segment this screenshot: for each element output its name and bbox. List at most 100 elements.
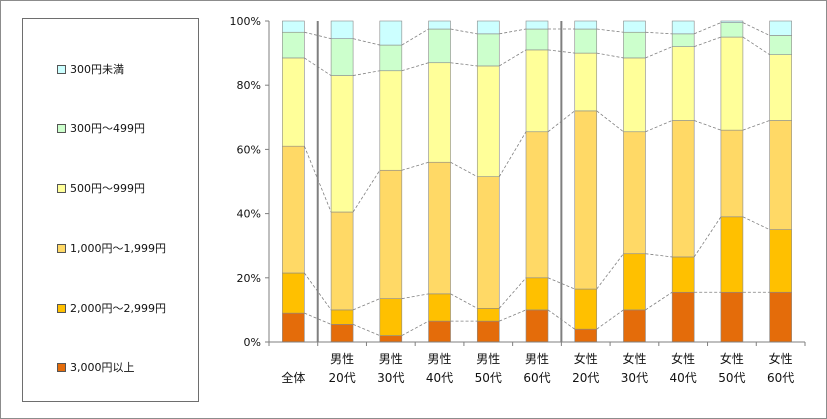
bar-segment <box>769 20 792 36</box>
bar-segment <box>769 54 792 121</box>
bar-segment <box>428 20 451 30</box>
legend-item-under-300: 300円未満 <box>57 61 124 77</box>
bar-segment <box>720 20 744 23</box>
bar-segment <box>574 288 598 330</box>
connector-line <box>645 31 673 35</box>
connector-line <box>450 62 478 67</box>
bar-segment <box>282 145 305 274</box>
bar-segment <box>769 291 792 343</box>
connector-line <box>645 253 673 258</box>
connector-line <box>498 131 527 177</box>
connector-line <box>401 28 429 46</box>
x-tick-label: 男性 50代 <box>475 352 502 385</box>
legend-label: 300円～499円 <box>70 122 145 135</box>
connector-line <box>645 46 673 59</box>
legend-label: 300円未満 <box>70 63 124 76</box>
connector-line <box>596 309 624 330</box>
connector-line <box>401 320 429 336</box>
connector-line <box>742 22 770 36</box>
bar-segment <box>525 131 549 279</box>
bar-segment <box>525 28 549 51</box>
connector-line <box>401 62 429 72</box>
bar-segment <box>769 120 792 230</box>
bar-segment <box>379 298 403 336</box>
y-tick-label: 40% <box>237 208 261 221</box>
bar-segment <box>476 20 500 35</box>
x-tick-label: 女性 20代 <box>572 351 599 385</box>
connector-line <box>499 49 527 67</box>
connector-line <box>742 216 770 231</box>
legend-label: 2,000円～2,999円 <box>70 302 166 315</box>
legend-swatch <box>57 183 66 193</box>
legend-label: 500円～999円 <box>70 182 145 195</box>
axes <box>268 21 806 346</box>
bar-segment <box>476 33 500 67</box>
legend-swatch <box>57 123 66 133</box>
bar-segment <box>330 20 354 39</box>
x-tick-label: 女性 30代 <box>621 351 648 385</box>
bar-segment <box>623 253 646 311</box>
bar-segment <box>574 110 598 290</box>
y-tick-label: 0% <box>244 336 261 349</box>
bar-segment <box>769 35 792 55</box>
bar-segment <box>525 49 549 133</box>
x-tick-label: 女性 50代 <box>718 351 745 385</box>
connector-line <box>694 22 722 35</box>
bar-segment <box>379 70 403 171</box>
bar-segment <box>476 65 500 177</box>
bar-segment <box>282 31 305 59</box>
connector-line <box>450 293 478 309</box>
connector-line <box>352 170 381 213</box>
connector-line <box>694 120 722 131</box>
bar-segment <box>282 20 305 33</box>
bar-segment <box>769 229 792 293</box>
connector-line <box>742 120 770 131</box>
bar-segment <box>574 20 598 30</box>
bar-segment <box>623 131 646 255</box>
x-tick-label: 男性 60代 <box>523 352 550 385</box>
connector-line <box>498 277 527 309</box>
bar-segment <box>282 57 305 147</box>
bar-segment <box>720 129 744 218</box>
bar-segment <box>330 38 354 76</box>
connector-line <box>401 161 429 171</box>
legend-label: 1,000円～1,999円 <box>70 242 166 255</box>
connector-line <box>304 31 332 40</box>
bar-segment <box>330 324 354 343</box>
bars <box>282 20 792 343</box>
x-tick-label: 全体 <box>281 370 305 385</box>
connector-line <box>694 36 722 48</box>
bar-segment <box>330 75 354 213</box>
bar-segment <box>525 277 549 311</box>
bar-segment <box>330 211 354 311</box>
x-tick-label: 男性 30代 <box>377 352 404 385</box>
legend-swatch <box>57 243 66 253</box>
connector-line <box>353 70 380 76</box>
bar-segment <box>476 176 500 309</box>
connector-line <box>693 216 722 258</box>
connector-line <box>645 120 673 133</box>
bar-segment <box>574 28 598 54</box>
bar-segment <box>671 46 695 121</box>
connector-line <box>596 110 624 133</box>
bar-segment <box>671 256 695 293</box>
group-separators <box>316 21 563 342</box>
y-tick-label: 20% <box>237 272 261 285</box>
connector-line <box>450 28 478 35</box>
connector-line <box>499 28 527 35</box>
y-tick-label: 60% <box>237 143 261 156</box>
bar-segment <box>574 52 598 112</box>
connector-line <box>401 293 429 300</box>
legend-label: 3,000円以上 <box>70 361 135 374</box>
connector-line <box>742 36 770 56</box>
bar-segment <box>671 33 695 47</box>
bar-segment <box>379 20 403 46</box>
bar-segment <box>623 20 646 33</box>
x-tick-label: 男性 20代 <box>328 352 355 385</box>
connector-line <box>352 38 380 46</box>
bar-segment <box>330 309 354 325</box>
connector-line <box>645 291 673 311</box>
legend-swatch <box>57 64 66 74</box>
bar-segment <box>379 44 403 72</box>
